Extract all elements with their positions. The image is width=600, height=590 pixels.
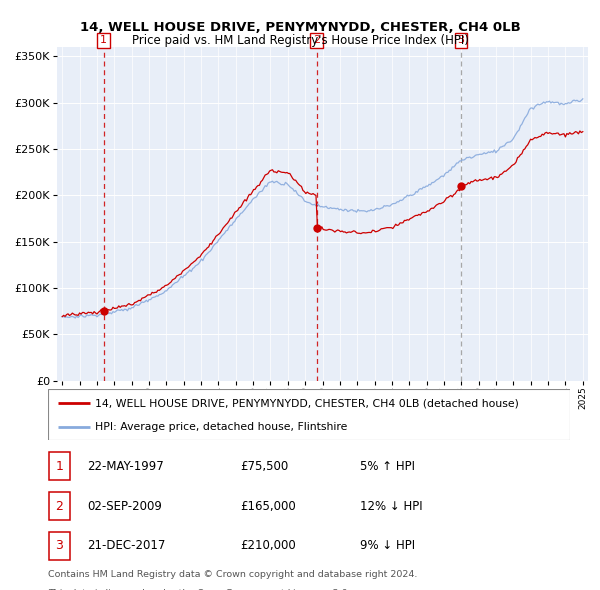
FancyBboxPatch shape — [49, 453, 70, 480]
Text: 02-SEP-2009: 02-SEP-2009 — [87, 500, 162, 513]
Text: 22-MAY-1997: 22-MAY-1997 — [87, 460, 164, 473]
FancyBboxPatch shape — [49, 492, 70, 520]
Text: 1: 1 — [55, 460, 64, 473]
Text: 9% ↓ HPI: 9% ↓ HPI — [360, 539, 415, 552]
Text: Contains HM Land Registry data © Crown copyright and database right 2024.: Contains HM Land Registry data © Crown c… — [48, 570, 418, 579]
Text: 2: 2 — [313, 35, 320, 45]
Text: Price paid vs. HM Land Registry's House Price Index (HPI): Price paid vs. HM Land Registry's House … — [131, 34, 469, 47]
Text: 12% ↓ HPI: 12% ↓ HPI — [360, 500, 422, 513]
Text: £75,500: £75,500 — [240, 460, 288, 473]
Text: HPI: Average price, detached house, Flintshire: HPI: Average price, detached house, Flin… — [95, 422, 347, 432]
Text: 2: 2 — [55, 500, 64, 513]
Text: £165,000: £165,000 — [240, 500, 296, 513]
Text: 3: 3 — [457, 35, 464, 45]
Text: £210,000: £210,000 — [240, 539, 296, 552]
Text: 14, WELL HOUSE DRIVE, PENYMYNYDD, CHESTER, CH4 0LB: 14, WELL HOUSE DRIVE, PENYMYNYDD, CHESTE… — [80, 21, 520, 34]
Text: 14, WELL HOUSE DRIVE, PENYMYNYDD, CHESTER, CH4 0LB (detached house): 14, WELL HOUSE DRIVE, PENYMYNYDD, CHESTE… — [95, 398, 519, 408]
FancyBboxPatch shape — [48, 389, 570, 440]
Text: 21-DEC-2017: 21-DEC-2017 — [87, 539, 166, 552]
Text: 5% ↑ HPI: 5% ↑ HPI — [360, 460, 415, 473]
FancyBboxPatch shape — [49, 532, 70, 559]
Text: 1: 1 — [100, 35, 107, 45]
Text: 3: 3 — [55, 539, 64, 552]
Text: This data is licensed under the Open Government Licence v3.0.: This data is licensed under the Open Gov… — [48, 589, 350, 590]
